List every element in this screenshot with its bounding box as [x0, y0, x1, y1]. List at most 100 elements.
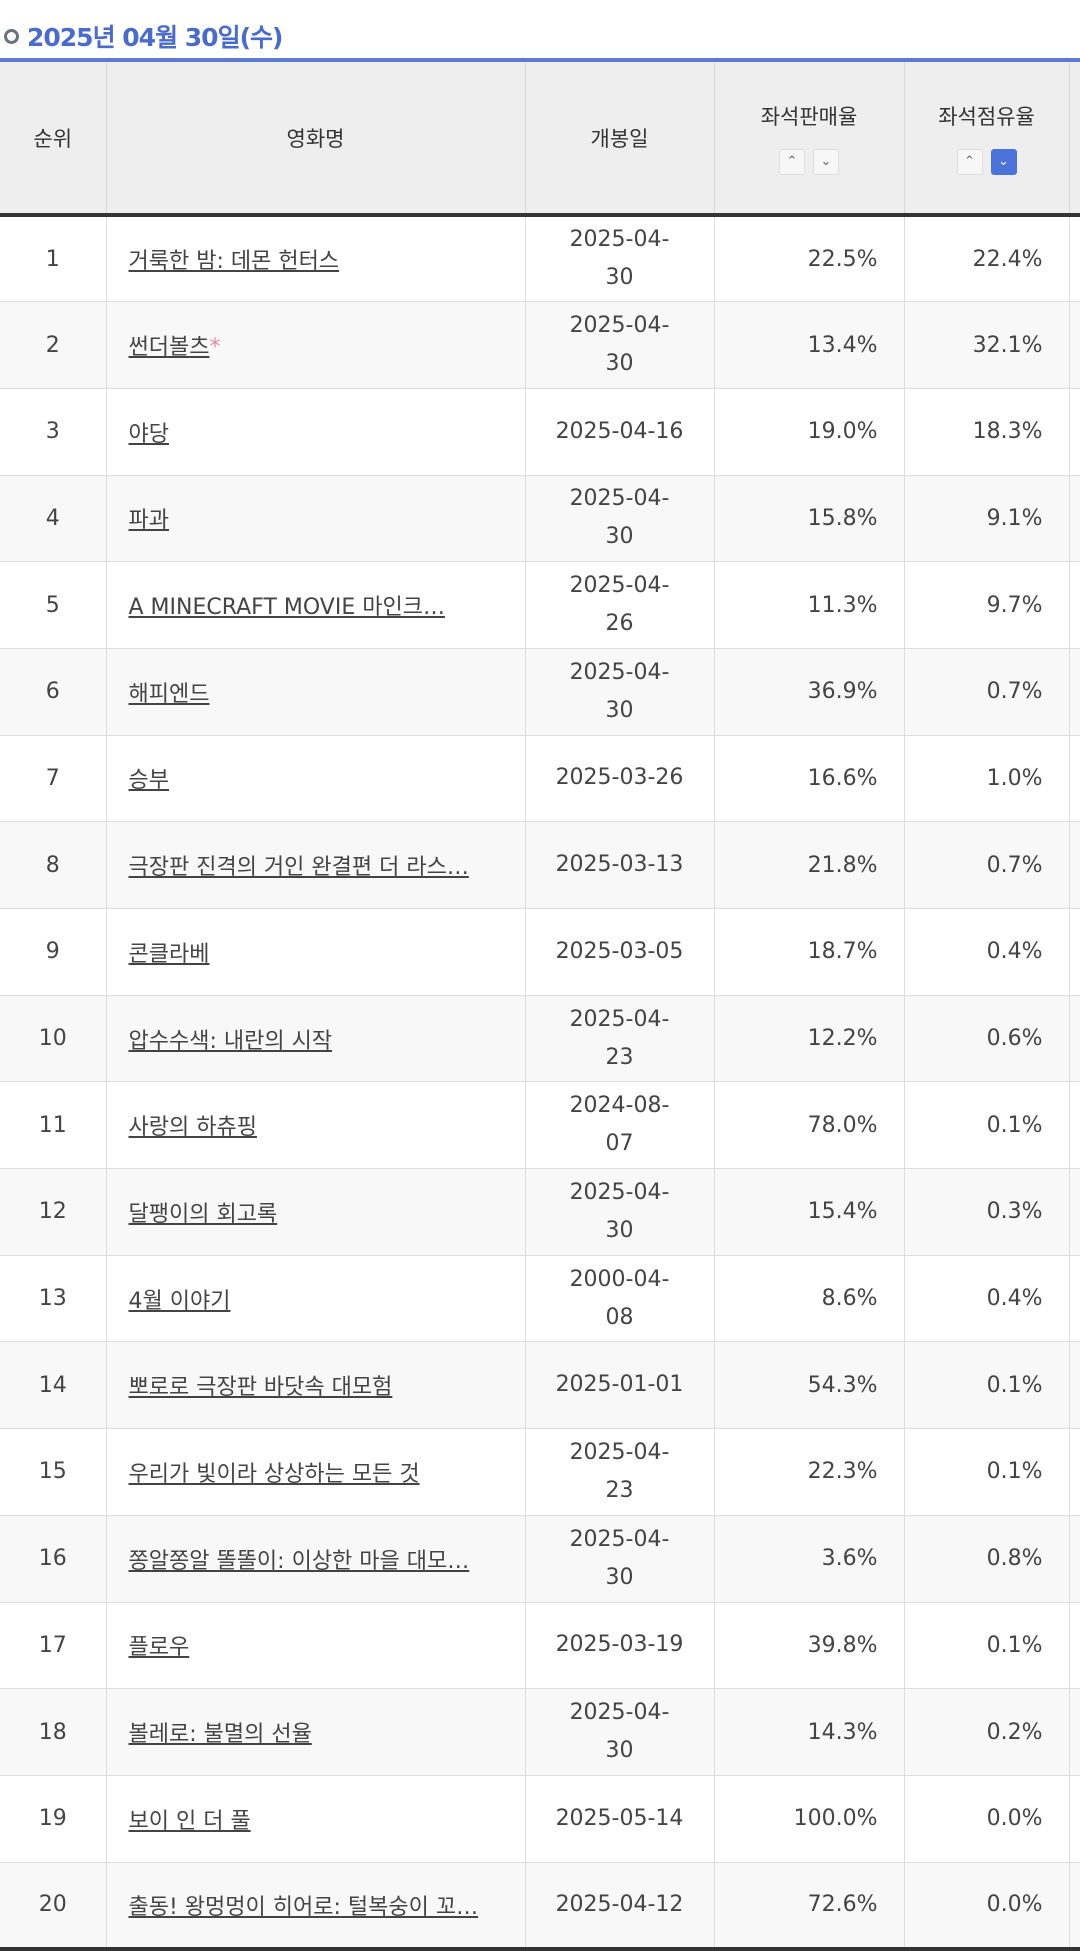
rank-cell: 16: [0, 1515, 106, 1603]
next-column-cell: [1068, 1428, 1080, 1516]
sort-desc-sales-button[interactable]: ⌄: [813, 148, 839, 175]
movie-name-cell: 플로우: [105, 1602, 525, 1690]
asterisk-mark: *: [209, 335, 221, 361]
sales-rate-cell: 72.6%: [713, 1862, 904, 1951]
table-row: 6 해피엔드 2025-04- 30 36.9% 0.7%: [0, 648, 1080, 736]
movie-name-cell: 썬더볼츠*: [105, 301, 525, 389]
next-column-cell: [1068, 995, 1080, 1083]
movie-name-cell: 뽀로로 극장판 바닷속 대모험: [105, 1341, 525, 1430]
movie-name-cell: 달팽이의 회고록: [105, 1168, 525, 1256]
occupancy-rate-cell: 1.0%: [903, 735, 1069, 823]
occupancy-rate-cell: 18.3%: [903, 388, 1069, 476]
movie-link[interactable]: 콘클라베: [128, 941, 210, 967]
release-date-cell: 2025-04-12: [524, 1862, 714, 1951]
header-occupancy-rate-label: 좌석점유율: [938, 104, 1035, 129]
date-title-text: 2025년 04월 30일(수): [27, 23, 283, 52]
sales-rate-cell: 36.9%: [713, 648, 904, 736]
table-row: 3 야당 2025-04-16 19.0% 18.3%: [0, 388, 1080, 476]
sales-rate-cell: 18.7%: [713, 908, 904, 996]
sales-rate-cell: 15.4%: [713, 1168, 904, 1256]
movie-link[interactable]: 야당: [128, 421, 169, 447]
table-row: 12 달팽이의 회고록 2025-04- 30 15.4% 0.3%: [0, 1168, 1080, 1256]
sales-rate-cell: 78.0%: [713, 1081, 904, 1170]
next-column-cell: [1068, 1341, 1080, 1430]
movie-link[interactable]: 거룩한 밤: 데몬 헌터스: [128, 249, 340, 275]
movie-link[interactable]: 파과: [128, 508, 169, 534]
next-column-cell: [1068, 301, 1080, 389]
table-row: 7 승부 2025-03-26 16.6% 1.0%: [0, 735, 1080, 823]
rank-cell: 19: [0, 1775, 106, 1863]
occupancy-rate-cell: 9.7%: [903, 561, 1069, 649]
rank-cell: 9: [0, 908, 106, 996]
release-date-cell: 2025-03-26: [524, 735, 714, 823]
rank-cell: 11: [0, 1081, 106, 1170]
movie-name-cell: 보이 인 더 풀: [105, 1775, 525, 1863]
movie-link[interactable]: 뽀로로 극장판 바닷속 대모험: [128, 1375, 393, 1401]
sales-rate-cell: 22.5%: [713, 215, 904, 303]
rank-cell: 2: [0, 301, 106, 389]
table-header-row: 순위 영화명 개봉일 좌석판매율 ⌃ ⌄ 좌석점유율 ⌃ ⌄: [0, 58, 1080, 217]
movie-link[interactable]: 쫑알쫑알 똘똘이: 이상한 마을 대모…: [128, 1548, 470, 1574]
movie-link[interactable]: 썬더볼츠: [128, 335, 210, 361]
sales-rate-cell: 14.3%: [713, 1688, 904, 1776]
movie-link[interactable]: 출동! 왕멍멍이 히어로: 털복숭이 꼬…: [128, 1894, 479, 1920]
rank-cell: 17: [0, 1602, 106, 1690]
movie-link[interactable]: 승부: [128, 768, 169, 794]
rank-cell: 15: [0, 1428, 106, 1516]
movie-link[interactable]: 해피엔드: [128, 681, 210, 707]
sort-desc-occupancy-button[interactable]: ⌄: [990, 148, 1017, 175]
next-column-cell: [1068, 475, 1080, 563]
rank-cell: 10: [0, 995, 106, 1083]
sales-rate-cell: 54.3%: [713, 1341, 904, 1430]
header-occupancy-rate: 좌석점유율 ⌃ ⌄: [903, 58, 1069, 217]
occupancy-rate-cell: 0.6%: [903, 995, 1069, 1083]
movie-link[interactable]: 압수수색: 내란의 시작: [128, 1028, 333, 1054]
rank-cell: 8: [0, 821, 106, 909]
next-column-cell: [1068, 1775, 1080, 1863]
table-row: 18 볼레로: 불멸의 선율 2025-04- 30 14.3% 0.2%: [0, 1688, 1080, 1776]
table-row: 17 플로우 2025-03-19 39.8% 0.1%: [0, 1602, 1080, 1690]
movie-link[interactable]: 플로우: [128, 1635, 190, 1661]
table-row: 20 출동! 왕멍멍이 히어로: 털복숭이 꼬… 2025-04-12 72.6…: [0, 1862, 1080, 1951]
rank-cell: 20: [0, 1862, 106, 1951]
circle-bullet-icon: [4, 28, 19, 44]
occupancy-rate-cell: 0.0%: [903, 1775, 1069, 1863]
movie-name-cell: 승부: [105, 735, 525, 823]
occupancy-rate-cell: 0.3%: [903, 1168, 1069, 1256]
table-row: 10 압수수색: 내란의 시작 2025-04- 23 12.2% 0.6%: [0, 995, 1080, 1083]
rank-cell: 12: [0, 1168, 106, 1256]
release-date-cell: 2025-04- 30: [524, 475, 714, 563]
rank-cell: 13: [0, 1255, 106, 1343]
occupancy-rate-cell: 9.1%: [903, 475, 1069, 563]
table-row: 1 거룩한 밤: 데몬 헌터스 2025-04- 30 22.5% 22.4%: [0, 215, 1080, 303]
release-date-cell: 2025-04- 30: [524, 1688, 714, 1776]
occupancy-rate-cell: 0.1%: [903, 1081, 1069, 1170]
release-date-cell: 2025-04- 30: [524, 1168, 714, 1256]
sort-asc-occupancy-button[interactable]: ⌃: [956, 148, 983, 175]
movie-name-cell: 볼레로: 불멸의 선율: [105, 1688, 525, 1776]
release-date-cell: 2025-04- 23: [524, 1428, 714, 1516]
movie-link[interactable]: 볼레로: 불멸의 선율: [128, 1722, 312, 1748]
movie-link[interactable]: A MINECRAFT MOVIE 마인크…: [128, 595, 445, 621]
occupancy-rate-cell: 0.1%: [903, 1428, 1069, 1516]
table-row: 8 극장판 진격의 거인 완결편 더 라스… 2025-03-13 21.8% …: [0, 821, 1080, 909]
next-column-cell: [1068, 735, 1080, 823]
release-date-cell: 2025-05-14: [524, 1775, 714, 1863]
movie-link[interactable]: 4월 이야기: [128, 1288, 231, 1314]
rank-cell: 7: [0, 735, 106, 823]
next-column-cell: [1068, 215, 1080, 303]
header-next-column: [1068, 58, 1080, 217]
rank-cell: 4: [0, 475, 106, 563]
release-date-cell: 2025-04-16: [524, 388, 714, 476]
sales-rate-cell: 3.6%: [713, 1515, 904, 1603]
release-date-cell: 2025-03-19: [524, 1602, 714, 1690]
movie-link[interactable]: 보이 인 더 풀: [128, 1808, 251, 1834]
movie-link[interactable]: 우리가 빛이라 상상하는 모든 것: [128, 1461, 420, 1487]
release-date-cell: 2025-04- 23: [524, 995, 714, 1083]
movie-link[interactable]: 극장판 진격의 거인 완결편 더 라스…: [128, 855, 469, 881]
movie-link[interactable]: 달팽이의 회고록: [128, 1201, 278, 1227]
sort-asc-sales-button[interactable]: ⌃: [779, 148, 805, 175]
next-column-cell: [1068, 1168, 1080, 1256]
next-column-cell: [1068, 1515, 1080, 1603]
movie-link[interactable]: 사랑의 하츄핑: [128, 1115, 257, 1141]
